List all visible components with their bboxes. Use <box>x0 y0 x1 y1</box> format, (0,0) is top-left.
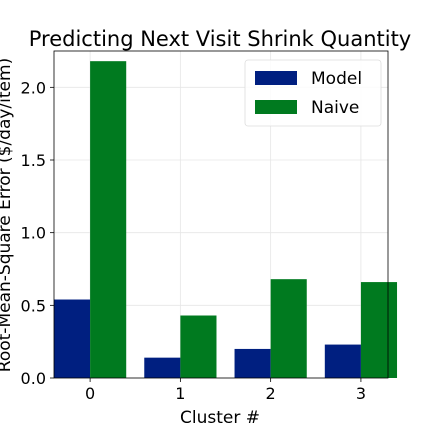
x-tick-label: 0 <box>85 384 95 403</box>
y-axis-label: Root-Mean-Square Error ($/day/item) <box>0 58 15 372</box>
legend-swatch-model <box>255 71 297 85</box>
bar-naive-cluster-2 <box>270 279 307 378</box>
legend-swatch-naive <box>255 100 297 114</box>
chart-title: Predicting Next Visit Shrink Quantity <box>29 27 412 51</box>
legend-label-naive: Naive <box>311 98 359 118</box>
legend-label-model: Model <box>311 69 362 89</box>
bar-model-cluster-1 <box>144 357 181 378</box>
y-tick-label: 1.5 <box>21 151 46 170</box>
plot-frame <box>53 50 389 379</box>
bar-naive-cluster-0 <box>90 61 127 378</box>
bar-model-cluster-2 <box>234 348 271 378</box>
y-tick-label: 2.0 <box>21 78 46 97</box>
y-tick-label: 0.0 <box>21 369 46 388</box>
x-axis-label: Cluster # <box>180 408 260 428</box>
bar-naive-cluster-3 <box>360 282 398 378</box>
x-tick-label: 1 <box>175 384 185 403</box>
y-tick-label: 0.5 <box>21 296 46 315</box>
bar-model-cluster-3 <box>324 344 361 378</box>
bar-model-cluster-0 <box>54 299 91 378</box>
x-tick-label: 3 <box>356 384 366 403</box>
x-tick-label: 2 <box>266 384 276 403</box>
y-tick-label: 1.0 <box>21 224 46 243</box>
x-axis: 0 1 2 3 <box>85 378 366 403</box>
bars <box>54 61 398 378</box>
bar-naive-cluster-1 <box>180 315 217 378</box>
y-axis: 0.0 0.5 1.0 1.5 2.0 <box>21 78 54 388</box>
legend: Model Naive <box>244 59 382 127</box>
